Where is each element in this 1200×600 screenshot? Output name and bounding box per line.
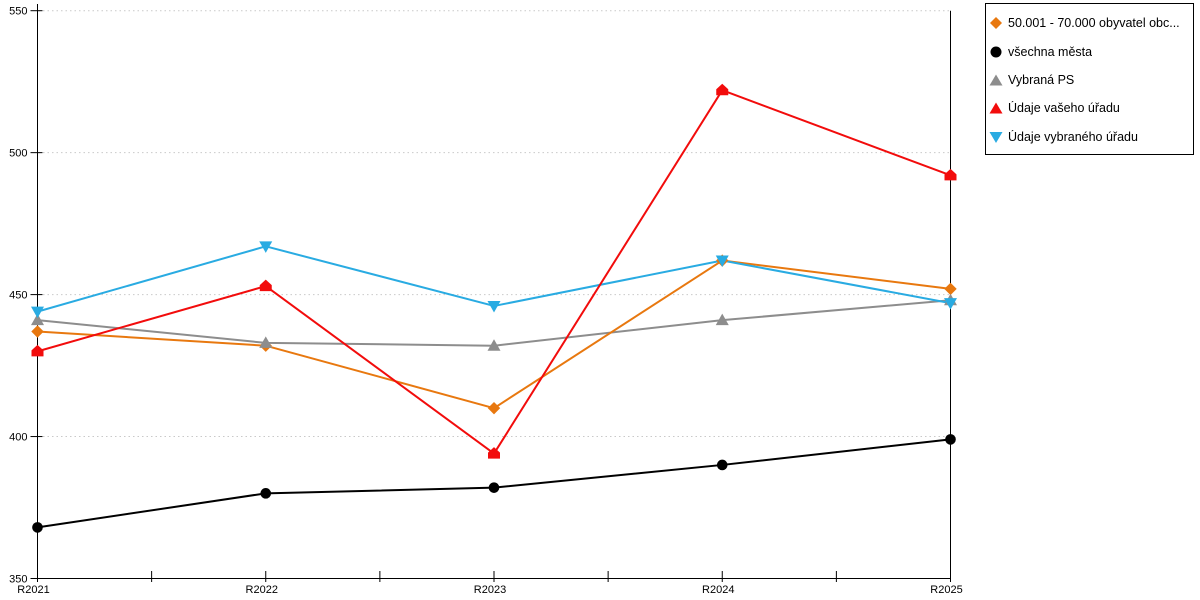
- x-axis-label: R2021: [17, 584, 49, 596]
- data-point-marker: [488, 482, 500, 493]
- legend-marker-triangle-up-icon: [989, 101, 1003, 115]
- data-point-marker: [31, 313, 44, 326]
- data-point-marker: [31, 325, 44, 338]
- data-point-marker: [487, 339, 501, 351]
- legend-item-4[interactable]: Údaje vybraného úřadu: [989, 123, 1191, 151]
- legend-item-label: Údaje vybraného úřadu: [1008, 129, 1138, 144]
- data-point-marker: [31, 306, 44, 319]
- data-point-marker: [945, 434, 956, 445]
- legend-marker-triangle-down-icon: [989, 130, 1003, 144]
- x-axis-label: R2022: [246, 584, 278, 596]
- data-point-marker: [944, 298, 957, 310]
- data-point-marker: [487, 401, 501, 415]
- data-point-marker: [488, 447, 500, 459]
- data-point-marker: [259, 336, 273, 348]
- data-point-marker: [715, 313, 729, 326]
- data-point-marker: [259, 241, 273, 253]
- legend-item-label: Údaje vašeho úřadu: [1008, 101, 1120, 116]
- y-axis-label: 450: [9, 290, 27, 302]
- y-axis-label: 550: [9, 6, 27, 18]
- y-axis-label: 350: [9, 574, 27, 586]
- data-point-marker: [487, 300, 501, 313]
- data-point-marker: [716, 459, 728, 471]
- legend-item-label: Vybraná PS: [1008, 72, 1075, 87]
- data-point-marker: [259, 279, 272, 292]
- y-axis-label: 400: [9, 432, 27, 444]
- legend-item-2[interactable]: Vybraná PS: [989, 66, 1191, 94]
- data-point-marker: [944, 282, 957, 296]
- legend-marker-circle-icon: [989, 45, 1003, 59]
- data-point-marker: [715, 255, 729, 268]
- legend-item-3[interactable]: Údaje vašeho úřadu: [989, 94, 1191, 122]
- legend-item-1[interactable]: všechna města: [989, 37, 1191, 65]
- legend-item-label: všechna města: [1008, 44, 1093, 59]
- data-point-marker: [716, 83, 729, 96]
- x-axis-label: R2023: [474, 584, 506, 596]
- data-point-marker: [32, 522, 43, 533]
- data-point-marker: [260, 488, 272, 499]
- y-axis-label: 500: [9, 148, 27, 160]
- legend-marker-diamond-icon: [989, 16, 1003, 30]
- legend-item-label: 50.001 - 70.000 obyvatel obc...: [1008, 16, 1180, 31]
- legend-marker-triangle-up-icon: [989, 73, 1003, 87]
- x-axis-label: R2025: [930, 584, 962, 596]
- x-axis-label: R2024: [702, 584, 734, 596]
- data-point-marker: [944, 168, 957, 181]
- legend: 50.001 - 70.000 obyvatel obc... všechna m…: [985, 3, 1194, 155]
- data-point-marker: [31, 344, 44, 357]
- legend-item-0[interactable]: 50.001 - 70.000 obyvatel obc...: [989, 9, 1191, 37]
